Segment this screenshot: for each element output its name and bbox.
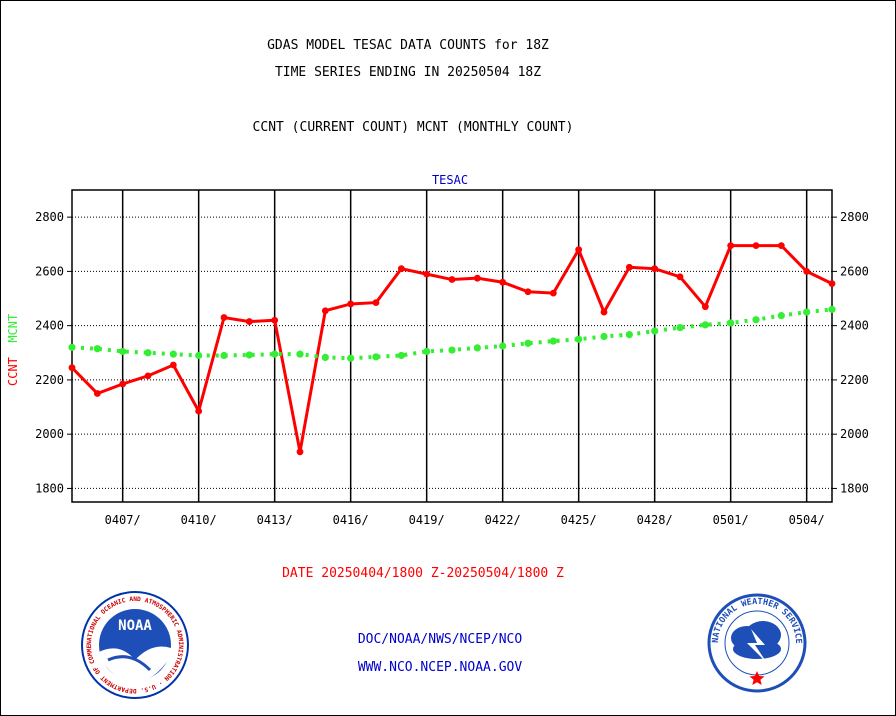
data-point-ccnt bbox=[803, 267, 811, 275]
data-point-ccnt bbox=[93, 390, 101, 397]
data-point-ccnt bbox=[752, 242, 760, 250]
chart-title-line2: TIME SERIES ENDING IN 20250504 18Z bbox=[274, 65, 542, 80]
data-point-ccnt bbox=[701, 303, 709, 311]
data-point-mcnt bbox=[727, 319, 735, 327]
y-tick-label-left: 2400 bbox=[35, 319, 64, 333]
data-point-mcnt bbox=[828, 305, 836, 313]
data-point-ccnt bbox=[473, 274, 481, 282]
data-point-ccnt bbox=[271, 316, 279, 324]
y-tick-label-left: 2600 bbox=[35, 264, 64, 278]
data-point-ccnt bbox=[321, 307, 329, 315]
data-point-mcnt bbox=[93, 345, 101, 353]
data-point-mcnt bbox=[296, 350, 304, 358]
data-point-ccnt bbox=[119, 380, 127, 388]
data-point-ccnt bbox=[651, 265, 659, 273]
y-tick-label-right: 1800 bbox=[840, 481, 869, 495]
data-point-ccnt bbox=[448, 276, 456, 283]
data-point-ccnt bbox=[524, 288, 532, 296]
data-point-mcnt bbox=[372, 353, 380, 361]
series-layer bbox=[68, 242, 836, 456]
data-point-ccnt bbox=[220, 314, 228, 321]
y-tick-label-right: 2800 bbox=[840, 210, 869, 224]
data-point-mcnt bbox=[524, 339, 532, 347]
data-point-ccnt bbox=[499, 278, 507, 286]
data-point-mcnt bbox=[119, 347, 127, 356]
data-point-ccnt bbox=[575, 246, 583, 254]
y-tick-label-right: 2000 bbox=[840, 427, 869, 441]
data-point-ccnt bbox=[169, 361, 177, 369]
data-point-ccnt bbox=[195, 407, 203, 415]
x-tick-label: 0425/ bbox=[561, 513, 597, 527]
data-point-ccnt bbox=[296, 448, 304, 456]
y-tick-label-left: 2000 bbox=[35, 427, 64, 441]
data-point-mcnt bbox=[777, 312, 785, 320]
noaa-logo-text: NOAA bbox=[118, 618, 152, 634]
x-tick-label: 0504/ bbox=[789, 513, 825, 527]
data-point-mcnt bbox=[347, 354, 355, 362]
y-tick-label-right: 2400 bbox=[840, 319, 869, 333]
credit-line-2: WWW.NCO.NCEP.NOAA.GOV bbox=[357, 660, 523, 675]
axis-layer: 1800 1800 2000 2000 2200 2200 2400 2400 2600 2600… bbox=[35, 189, 869, 527]
data-point-ccnt bbox=[144, 372, 152, 380]
data-point-mcnt bbox=[68, 343, 76, 351]
y-tick-label-left: 1800 bbox=[35, 481, 64, 495]
data-point-mcnt bbox=[549, 337, 557, 345]
noaa-logo: NATIONAL OCEANIC AND ATMOSPHERIC ADMINIS… bbox=[80, 590, 189, 699]
line-chart: 1800 1800 2000 2000 2200 2200 2400 2400 2600 2600… bbox=[35, 173, 869, 527]
data-point-mcnt bbox=[271, 350, 279, 358]
data-point-ccnt bbox=[828, 280, 836, 287]
data-point-mcnt bbox=[651, 327, 659, 335]
data-point-ccnt bbox=[625, 263, 633, 271]
chart-subtitle: CCNT (CURRENT COUNT) MCNT (MONTHLY COUNT… bbox=[252, 120, 574, 135]
credit-line-1: DOC/NOAA/NWS/NCEP/NCO bbox=[357, 632, 523, 647]
data-point-mcnt bbox=[752, 316, 760, 324]
y-tick-label-left: 2200 bbox=[35, 373, 64, 387]
data-point-ccnt bbox=[245, 318, 253, 325]
x-tick-label: 0413/ bbox=[257, 513, 293, 527]
data-point-ccnt bbox=[372, 299, 380, 306]
x-tick-label: 0501/ bbox=[713, 513, 749, 527]
data-point-mcnt bbox=[169, 350, 177, 358]
plot-title: TESAC bbox=[432, 173, 468, 187]
data-point-ccnt bbox=[600, 308, 608, 316]
data-point-mcnt bbox=[701, 321, 709, 329]
x-tick-label: 0416/ bbox=[333, 513, 369, 527]
y-tick-label-right: 2200 bbox=[840, 373, 869, 387]
data-point-mcnt bbox=[195, 351, 203, 360]
data-point-mcnt bbox=[245, 351, 253, 359]
date-range-label: DATE 20250404/1800 Z-20250504/1800 Z bbox=[282, 566, 564, 581]
data-point-mcnt bbox=[575, 335, 583, 343]
data-point-ccnt bbox=[423, 270, 431, 278]
data-point-mcnt bbox=[220, 351, 228, 360]
x-tick-label: 0407/ bbox=[105, 513, 141, 527]
data-point-ccnt bbox=[777, 242, 785, 250]
nws-logo: NATIONAL WEATHER SERVICE bbox=[707, 593, 807, 693]
data-point-mcnt bbox=[499, 342, 507, 350]
data-point-mcnt bbox=[676, 323, 684, 332]
data-point-ccnt bbox=[676, 273, 684, 281]
data-point-ccnt bbox=[549, 289, 557, 297]
data-point-mcnt bbox=[600, 332, 608, 341]
x-tick-label: 0422/ bbox=[485, 513, 521, 527]
chart-title-line1: GDAS MODEL TESAC DATA COUNTS for 18Z bbox=[267, 38, 549, 53]
data-point-mcnt bbox=[448, 346, 456, 354]
x-tick-label: 0428/ bbox=[637, 513, 673, 527]
data-point-ccnt bbox=[347, 300, 355, 308]
x-tick-label: 0419/ bbox=[409, 513, 445, 527]
data-point-ccnt bbox=[397, 265, 405, 273]
data-point-mcnt bbox=[397, 351, 405, 360]
data-point-ccnt bbox=[68, 364, 76, 372]
plot-border bbox=[71, 189, 833, 503]
data-point-ccnt bbox=[727, 242, 735, 250]
data-point-mcnt bbox=[473, 344, 481, 352]
y-tick-label-right: 2600 bbox=[840, 264, 869, 278]
y-tick-label-left: 2800 bbox=[35, 210, 64, 224]
data-point-mcnt bbox=[423, 347, 431, 356]
data-point-mcnt bbox=[144, 349, 152, 357]
data-point-mcnt bbox=[803, 308, 811, 316]
x-tick-label: 0410/ bbox=[181, 513, 217, 527]
grid-layer bbox=[72, 190, 832, 502]
data-point-mcnt bbox=[625, 331, 633, 339]
data-point-mcnt bbox=[321, 353, 329, 361]
